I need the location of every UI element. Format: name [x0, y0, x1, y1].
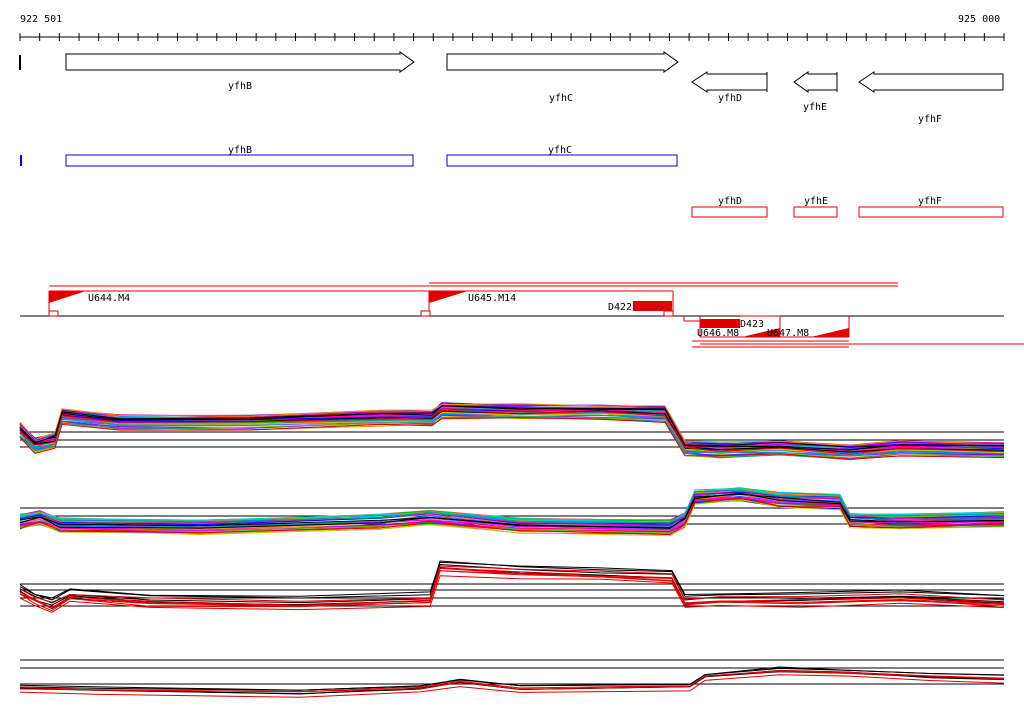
red-label-yfhD: yfhD	[718, 196, 742, 207]
red-feature-track: yfhD yfhE yfhF	[691, 196, 1004, 218]
red-feature-yfhF[interactable]: yfhF	[858, 196, 1004, 218]
blue-feature-track: yfhB yfhC	[20, 145, 678, 167]
transcription-unit-U647[interactable]: U647.M8	[767, 316, 850, 339]
expression-panel-2	[19, 487, 1005, 537]
transcription-unit-U646[interactable]: U646.M8	[683, 316, 780, 339]
transcription-unit-U644[interactable]: U644.M4	[48, 290, 673, 317]
red-feature-yfhD[interactable]: yfhD	[691, 196, 768, 218]
unit-label-U644: U644.M4	[88, 293, 130, 304]
blue-feature-yfhB[interactable]: yfhB	[65, 145, 414, 167]
gene-label-yfhE: yfhE	[803, 102, 827, 113]
gene-label-yfhC: yfhC	[549, 93, 573, 104]
expression-panel-1	[19, 402, 1005, 461]
gene-arrow-yfhE[interactable]: yfhE	[793, 71, 838, 113]
coordinate-ruler: 922 501 925 000	[19, 14, 1005, 41]
unit-label-U646: U646.M8	[697, 328, 739, 339]
red-feature-yfhE[interactable]: yfhE	[793, 196, 838, 218]
ruler-end-label: 925 000	[958, 14, 1000, 25]
transcription-unit-D423[interactable]: D423	[700, 315, 781, 337]
ruler-start-label: 922 501	[20, 14, 62, 25]
gene-arrow-yfhD[interactable]: yfhD	[691, 71, 768, 104]
transcription-unit-D422[interactable]: D422	[608, 301, 674, 317]
red-label-yfhF: yfhF	[918, 196, 942, 207]
blue-label-yfhC: yfhC	[548, 145, 572, 156]
gene-arrow-yfhB[interactable]: yfhB	[65, 51, 415, 92]
transcription-unit-U645[interactable]: U645.M14	[420, 290, 674, 317]
gene-label-yfhF: yfhF	[918, 114, 942, 125]
red-label-yfhE: yfhE	[804, 196, 828, 207]
unit-label-U647: U647.M8	[767, 328, 809, 339]
blue-feature-yfhC[interactable]: yfhC	[446, 145, 678, 167]
gene-arrow-yfhC[interactable]: yfhC	[446, 51, 679, 104]
unit-label-D423: D423	[740, 319, 764, 330]
ruler-ticks	[19, 33, 1005, 41]
gene-label-yfhB: yfhB	[228, 81, 252, 92]
gene-label-yfhD: yfhD	[718, 93, 742, 104]
unit-label-D422: D422	[608, 302, 632, 313]
gene-arrow-yfhF[interactable]: yfhF	[858, 71, 1004, 125]
unit-label-U645: U645.M14	[468, 293, 516, 304]
expression-panel-3	[19, 560, 1005, 613]
blue-label-yfhB: yfhB	[228, 145, 252, 156]
gene-arrow-track: yfhB yfhC yfhD yfhE yfhF	[19, 51, 1004, 125]
transcription-unit-track: U644.M4 U645.M14 D422 U646.M8	[20, 282, 1024, 348]
expression-panel-4	[19, 659, 1005, 698]
